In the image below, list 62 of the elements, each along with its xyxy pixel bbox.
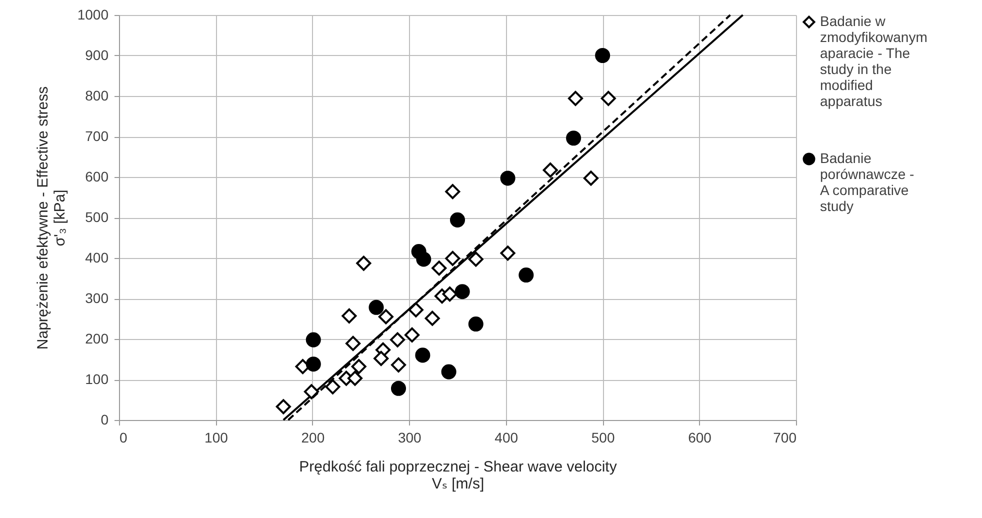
point bbox=[583, 170, 598, 186]
point bbox=[441, 364, 456, 380]
point bbox=[600, 90, 616, 106]
x-axis-title: Prędkość fali poprzecznej - Shear wave velocity Vₛ [m/s] bbox=[299, 458, 618, 492]
y-tick-label: 300 bbox=[85, 290, 109, 306]
x-tick-label: 0 bbox=[120, 430, 128, 446]
y-tick-label: 1000 bbox=[77, 6, 109, 22]
point bbox=[415, 348, 430, 363]
point bbox=[404, 327, 420, 342]
point bbox=[304, 384, 319, 400]
point bbox=[306, 356, 321, 372]
point bbox=[468, 316, 484, 332]
point bbox=[346, 336, 361, 351]
x-tick-label: 500 bbox=[591, 430, 615, 446]
point bbox=[342, 308, 357, 324]
y-axis-title: Naprężenie efektywne - Effective stress σ'₃ [kPa] bbox=[34, 86, 68, 350]
point bbox=[356, 256, 372, 271]
point bbox=[390, 357, 406, 372]
legend-label: Badanie w zmodyfikowanym aparacie - The study in the modified apparatus bbox=[820, 13, 928, 109]
point bbox=[416, 252, 432, 267]
y-tick-label: 200 bbox=[85, 330, 109, 346]
y-tick-label: 900 bbox=[85, 47, 109, 63]
point bbox=[276, 399, 291, 414]
x-tick-label: 200 bbox=[301, 430, 325, 446]
point bbox=[390, 332, 406, 348]
point bbox=[450, 212, 466, 228]
y-tick-label: 500 bbox=[85, 209, 109, 225]
point bbox=[595, 48, 610, 64]
point bbox=[566, 130, 582, 146]
point bbox=[378, 309, 394, 324]
point bbox=[424, 310, 440, 326]
point bbox=[306, 332, 321, 348]
point bbox=[442, 286, 458, 302]
y-tick-label: 100 bbox=[85, 371, 109, 387]
point bbox=[445, 184, 460, 200]
point bbox=[390, 380, 406, 396]
y-tick-label: 600 bbox=[85, 168, 109, 184]
point bbox=[351, 359, 366, 374]
y-tick-label: 800 bbox=[85, 88, 109, 104]
point bbox=[347, 370, 362, 386]
y-tick-label: 700 bbox=[85, 128, 109, 144]
point bbox=[542, 162, 558, 178]
point bbox=[445, 250, 460, 266]
x-tick-label: 600 bbox=[688, 430, 712, 446]
x-tick-label: 100 bbox=[204, 430, 228, 446]
x-tick-label: 700 bbox=[773, 430, 797, 446]
y-tick-label: 400 bbox=[85, 250, 109, 266]
point bbox=[454, 284, 470, 300]
point bbox=[368, 300, 384, 315]
point bbox=[518, 268, 534, 283]
point bbox=[408, 302, 424, 318]
point bbox=[500, 246, 516, 261]
point bbox=[468, 252, 484, 267]
y-tick-label: 0 bbox=[100, 412, 109, 428]
point bbox=[325, 379, 340, 394]
point bbox=[568, 90, 584, 106]
point bbox=[374, 350, 389, 366]
x-tick-label: 400 bbox=[494, 430, 518, 446]
point bbox=[500, 170, 516, 186]
x-tick-label: 300 bbox=[398, 430, 422, 446]
legend-label: Badanie porównawcze - A comparative study bbox=[820, 150, 914, 214]
point bbox=[432, 260, 447, 276]
